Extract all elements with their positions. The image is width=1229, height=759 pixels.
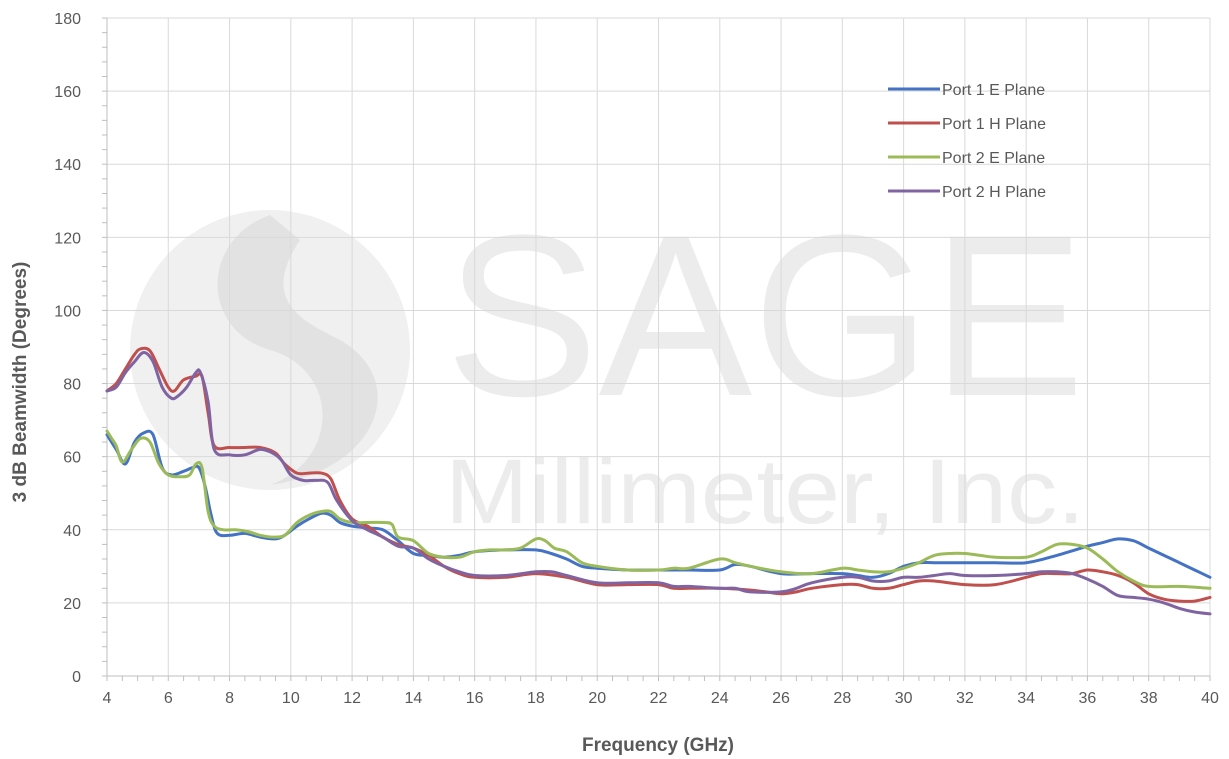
legend-label-port-2-e-plane: Port 2 E Plane bbox=[942, 150, 1045, 167]
x-tick-label: 22 bbox=[650, 690, 668, 707]
watermark-brand: SAGE bbox=[445, 187, 1085, 444]
legend-label-port-1-h-plane: Port 1 H Plane bbox=[942, 116, 1046, 133]
axes: 4 6 8 10 12 14 16 18 20 22 24 26 28 30 32 34 36 38 40 0 20 40… bbox=[54, 11, 1219, 707]
watermark: SAGE Millimeter, Inc. bbox=[130, 187, 1085, 543]
y-tick-label: 120 bbox=[54, 230, 81, 247]
x-tick-label: 30 bbox=[895, 690, 913, 707]
series-lines bbox=[105, 346, 1212, 616]
x-tick-label: 24 bbox=[711, 690, 729, 707]
y-axis-title: 3 dB Beamwidth (Degrees) bbox=[10, 262, 31, 503]
y-tick-label: 140 bbox=[54, 157, 81, 174]
x-tick-label: 6 bbox=[164, 690, 173, 707]
x-tick-label: 8 bbox=[225, 690, 234, 707]
y-tick-label: 80 bbox=[63, 377, 81, 394]
x-tick-label: 4 bbox=[103, 690, 112, 707]
x-tick-label: 38 bbox=[1140, 690, 1158, 707]
y-tick-label: 100 bbox=[54, 303, 81, 320]
x-tick-label: 36 bbox=[1079, 690, 1097, 707]
x-tick-label: 20 bbox=[588, 690, 606, 707]
y-tick-label: 180 bbox=[54, 11, 81, 28]
x-tick-label: 12 bbox=[343, 690, 361, 707]
y-tick-label: 20 bbox=[63, 596, 81, 613]
legend-label-port-1-e-plane: Port 1 E Plane bbox=[942, 82, 1045, 99]
x-axis-title: Frequency (GHz) bbox=[582, 735, 734, 756]
watermark-company: Millimeter, Inc. bbox=[445, 441, 1085, 543]
legend: Port 1 E Plane Port 1 H Plane Port 2 E Pla… bbox=[888, 82, 1046, 201]
legend-label-port-2-h-plane: Port 2 H Plane bbox=[942, 184, 1046, 201]
series-line-port-2-e-plane bbox=[105, 429, 1212, 590]
x-tick-label: 10 bbox=[282, 690, 300, 707]
x-tick-label: 34 bbox=[1017, 690, 1035, 707]
y-tick-label: 60 bbox=[63, 450, 81, 467]
y-tick-label: 0 bbox=[72, 669, 81, 686]
x-tick-label: 26 bbox=[772, 690, 790, 707]
y-tick-label: 40 bbox=[63, 523, 81, 540]
series-line-port-2-h-plane bbox=[105, 351, 1212, 616]
x-tick-label: 40 bbox=[1201, 690, 1219, 707]
x-tick-label: 32 bbox=[956, 690, 974, 707]
x-tick-label: 28 bbox=[833, 690, 851, 707]
x-tick-label: 14 bbox=[404, 690, 422, 707]
x-tick-label: 16 bbox=[466, 690, 484, 707]
x-tick-label: 18 bbox=[527, 690, 545, 707]
watermark-logo-swoosh bbox=[217, 215, 378, 485]
y-tick-label: 160 bbox=[54, 84, 81, 101]
